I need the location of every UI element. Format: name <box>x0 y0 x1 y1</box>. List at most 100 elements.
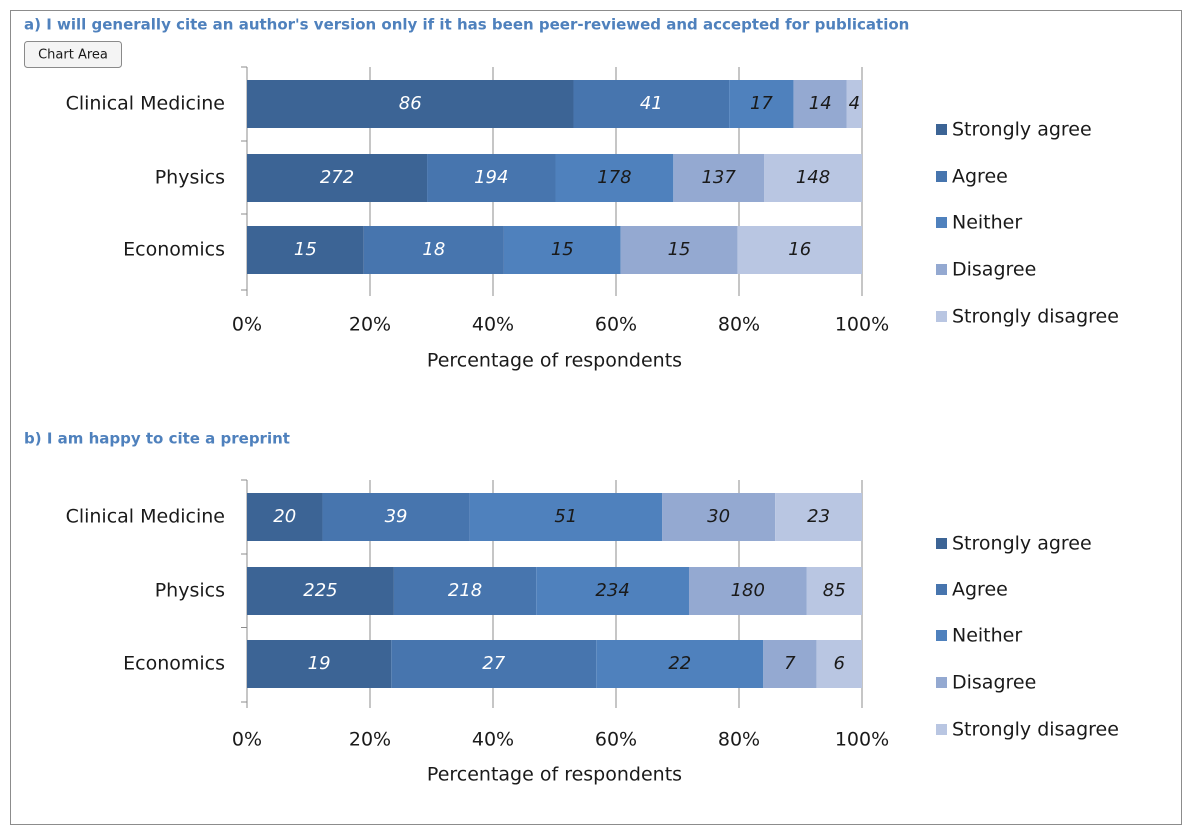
x-tick-label: 20% <box>349 314 391 336</box>
data-label: 16 <box>788 239 811 260</box>
legend-swatch <box>936 677 947 688</box>
chart-title: b) I am happy to cite a preprint <box>24 430 290 448</box>
legend-label: Strongly disagree <box>952 719 1119 741</box>
legend-label: Disagree <box>952 259 1036 281</box>
bar-segment <box>247 493 323 541</box>
data-label: 51 <box>554 506 577 527</box>
bar-segment <box>793 80 847 128</box>
category-label: Clinical Medicine <box>66 506 225 528</box>
x-tick-label: 0% <box>232 314 262 336</box>
bar-segment <box>673 154 765 202</box>
bar-segment <box>688 567 807 615</box>
legend-label: Strongly disagree <box>952 306 1119 328</box>
data-label: 18 <box>422 239 445 260</box>
legend-label: Neither <box>952 625 1022 647</box>
tooltip-box <box>24 41 122 68</box>
data-label: 178 <box>597 167 631 188</box>
chart-border <box>10 10 1182 825</box>
bar-segment <box>247 226 364 274</box>
legend-label: Neither <box>952 212 1022 234</box>
x-tick-label: 0% <box>232 729 262 751</box>
data-label: 225 <box>303 580 337 601</box>
category-label: Economics <box>123 239 225 261</box>
data-label: 272 <box>320 167 354 188</box>
legend-swatch <box>936 311 947 322</box>
data-label: 194 <box>474 167 508 188</box>
bar-segment <box>247 640 392 688</box>
legend-swatch <box>936 264 947 275</box>
x-tick-label: 20% <box>349 729 391 751</box>
category-label: Economics <box>123 653 225 675</box>
data-label: 15 <box>294 239 317 260</box>
bar-segment <box>596 640 764 688</box>
data-label: 20 <box>273 506 296 527</box>
legend-swatch <box>936 538 947 549</box>
legend-swatch <box>936 724 947 735</box>
bar-segment <box>247 80 574 128</box>
bar-segment <box>503 226 621 274</box>
data-label: 137 <box>701 167 736 188</box>
legend-label: Strongly agree <box>952 533 1092 555</box>
x-tick-label: 40% <box>472 729 514 751</box>
bar-segment <box>573 80 730 128</box>
data-label: 86 <box>399 93 422 114</box>
x-tick-label: 80% <box>718 729 760 751</box>
bar-segment <box>729 80 794 128</box>
bar-segment <box>391 640 597 688</box>
bar-segment <box>806 567 862 615</box>
data-label: 15 <box>551 239 574 260</box>
bar-segment <box>737 226 862 274</box>
bar-segment <box>846 80 862 128</box>
data-label: 234 <box>595 580 629 601</box>
bar-segment <box>247 154 428 202</box>
data-label: 85 <box>823 580 846 601</box>
category-label: Physics <box>155 580 225 602</box>
x-tick-label: 100% <box>835 314 889 336</box>
bar-segment <box>427 154 556 202</box>
data-label: 4 <box>849 93 860 114</box>
bar-segment <box>662 493 776 541</box>
bar-segment <box>775 493 862 541</box>
legend-label: Disagree <box>952 672 1036 694</box>
x-tick-label: 60% <box>595 314 637 336</box>
data-label: 30 <box>707 506 730 527</box>
bar-segment <box>763 640 817 688</box>
x-axis-title: Percentage of respondents <box>427 764 682 786</box>
legend-label: Strongly agree <box>952 119 1092 141</box>
legend-label: Agree <box>952 166 1008 188</box>
legend-swatch <box>936 171 947 182</box>
data-label: 23 <box>807 506 830 527</box>
chart-title: a) I will generally cite an author's ver… <box>24 16 909 34</box>
bar-segment <box>393 567 537 615</box>
data-label: 148 <box>796 167 830 188</box>
category-label: Clinical Medicine <box>66 93 225 115</box>
legend-swatch <box>936 630 947 641</box>
data-label: 7 <box>784 653 796 674</box>
bar-segment <box>620 226 738 274</box>
legend-swatch <box>936 124 947 135</box>
x-axis-title: Percentage of respondents <box>427 350 682 372</box>
bar-segment <box>363 226 504 274</box>
x-tick-label: 100% <box>835 729 889 751</box>
bar-segment <box>469 493 663 541</box>
legend-swatch <box>936 217 947 228</box>
data-label: 14 <box>809 93 832 114</box>
bar-segment <box>764 154 862 202</box>
bar-segment <box>555 154 674 202</box>
data-label: 17 <box>750 93 773 114</box>
x-tick-label: 60% <box>595 729 637 751</box>
bar-segment <box>536 567 689 615</box>
data-label: 15 <box>668 239 691 260</box>
data-label: 218 <box>448 580 482 601</box>
x-tick-label: 40% <box>472 314 514 336</box>
bar-segment <box>247 567 394 615</box>
data-label: 19 <box>308 653 331 674</box>
data-label: 39 <box>385 506 408 527</box>
x-tick-label: 80% <box>718 314 760 336</box>
data-label: 180 <box>731 580 765 601</box>
data-label: 6 <box>833 653 844 674</box>
bar-segment <box>816 640 862 688</box>
bar-segment <box>322 493 470 541</box>
